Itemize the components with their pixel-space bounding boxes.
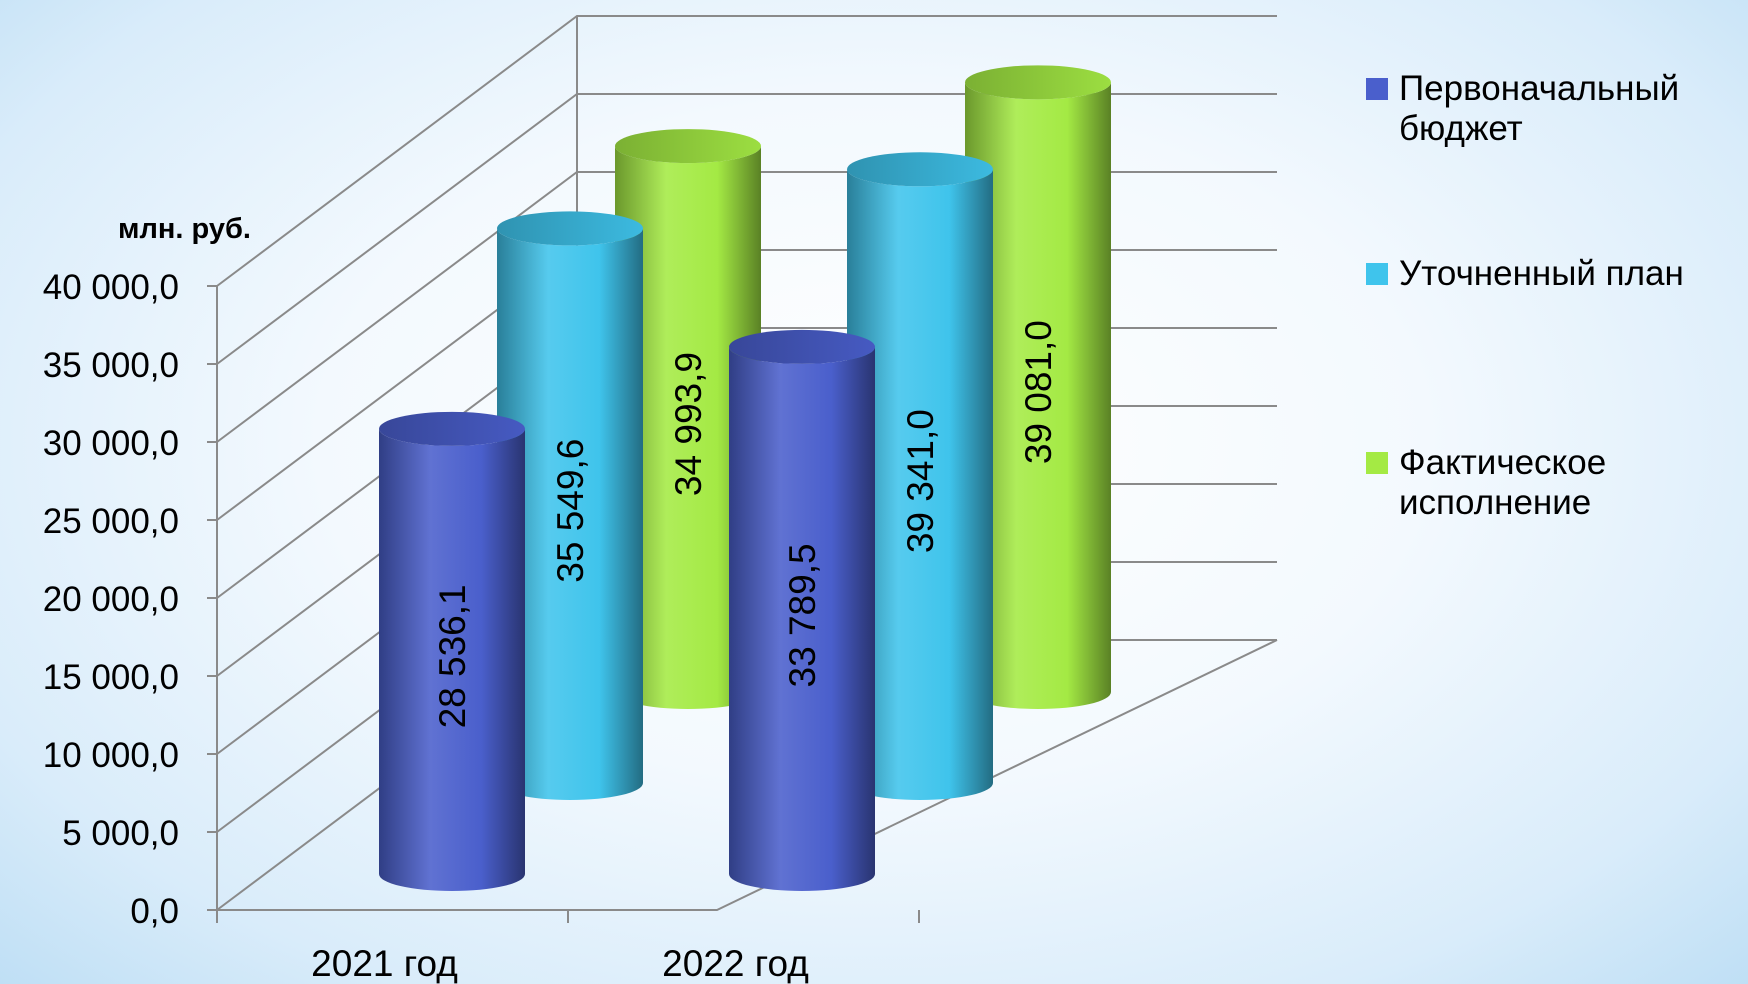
legend-label: исполнение: [1399, 483, 1591, 522]
y-axis-unit-label: млн. руб.: [118, 213, 251, 245]
legend-swatch: [1366, 263, 1388, 285]
bar-body: [965, 82, 1111, 709]
bar-cylinder: 39 081,0: [965, 65, 1111, 709]
bar-value-label: 33 789,5: [782, 543, 823, 687]
bar-body: [615, 146, 761, 709]
y-tick-label: 15 000,0: [43, 658, 179, 697]
x-category-label: 2021 год: [311, 943, 458, 984]
y-tick-label: 40 000,0: [43, 268, 179, 307]
y-tick-label: 25 000,0: [43, 502, 179, 541]
bar-top: [847, 152, 993, 187]
bar-value-label: 35 549,6: [550, 439, 591, 583]
bar-top: [497, 211, 643, 246]
x-category-label: 2022 год: [662, 943, 809, 984]
bar-value-label: 39 081,0: [1018, 320, 1059, 464]
bar-body: [729, 346, 875, 891]
bar-value-label: 39 341,0: [900, 409, 941, 553]
bar-cylinder: 39 341,0: [847, 152, 993, 800]
floor-edge: [217, 639, 1278, 911]
bar-value-label: 28 536,1: [432, 584, 473, 728]
bar-top: [379, 411, 525, 446]
bars: 34 993,9 39 081,0 35 549,6 39 341,0 28 536,1…: [379, 65, 1111, 891]
y-tick-label: 10 000,0: [43, 736, 179, 775]
y-tick-label: 5 000,0: [62, 814, 179, 853]
bar-cylinder: 28 536,1: [379, 411, 525, 891]
legend-label: бюджет: [1399, 109, 1523, 148]
legend-swatch: [1366, 78, 1388, 100]
bar-top: [615, 129, 761, 164]
bar-cylinder: 35 549,6: [497, 211, 643, 800]
bar-top: [729, 329, 875, 364]
bar-value-label: 34 993,9: [668, 352, 709, 496]
bar-top: [965, 65, 1111, 100]
y-tick-label: 30 000,0: [43, 424, 179, 463]
y-tick-label: 35 000,0: [43, 346, 179, 385]
y-tick-label: 0,0: [130, 892, 179, 931]
bar-body: [847, 169, 993, 800]
legend-swatch: [1366, 452, 1388, 474]
bar-body: [497, 228, 643, 800]
legend-label: Фактическое: [1399, 443, 1606, 482]
y-tick-label: 20 000,0: [43, 580, 179, 619]
gridline: [216, 15, 1277, 287]
x-axis: 2021 год 2022 год: [216, 910, 920, 984]
legend-label: Уточненный план: [1399, 254, 1684, 293]
bar-cylinder: 34 993,9: [615, 129, 761, 709]
bar-cylinder: 33 789,5: [729, 329, 875, 891]
legend-item: Уточненный план: [1366, 254, 1684, 293]
y-axis: 0,0 5 000,0 10 000,0 15 000,0 20 000,0 25 000…: [43, 268, 218, 931]
bar-body: [379, 428, 525, 891]
legend-label: Первоначальный: [1399, 69, 1679, 108]
